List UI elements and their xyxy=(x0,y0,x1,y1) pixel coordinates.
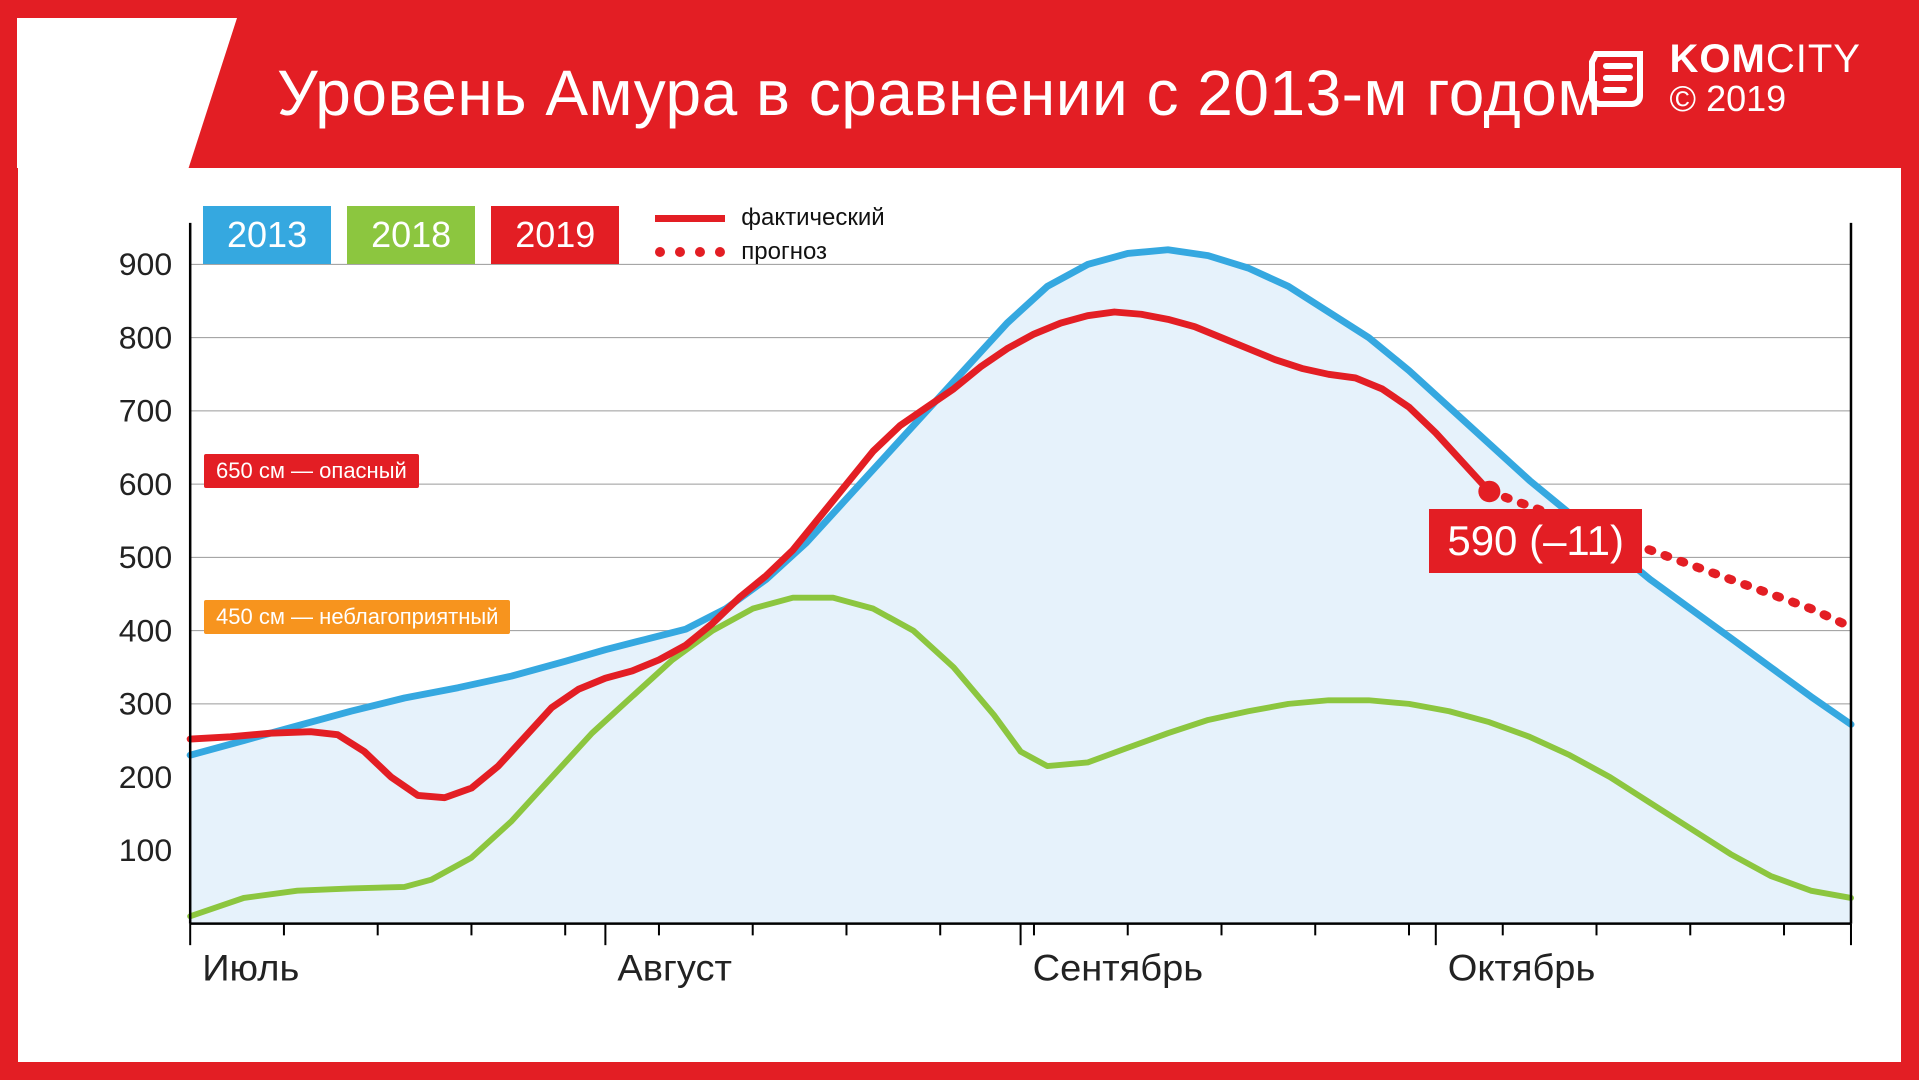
legend-line-types: фактический прогноз xyxy=(655,204,884,266)
brand-block: KOMCITY © 2019 xyxy=(1584,38,1861,118)
svg-text:500: 500 xyxy=(119,539,172,575)
threshold-adverse-badge: 450 см — неблагоприятный xyxy=(204,600,510,634)
svg-text:400: 400 xyxy=(119,613,172,649)
legend-swatch-solid xyxy=(655,215,725,222)
header-bar: Уровень Амура в сравнении с 2013-м годом… xyxy=(18,18,1901,168)
svg-text:200: 200 xyxy=(119,759,172,795)
svg-text:Сентябрь: Сентябрь xyxy=(1033,947,1203,989)
chart-title: Уровень Амура в сравнении с 2013-м годом xyxy=(277,56,1602,130)
svg-text:Июль: Июль xyxy=(202,947,299,989)
newspaper-icon xyxy=(1584,44,1652,112)
brand-name-thin: CITY xyxy=(1766,37,1861,81)
legend-swatch-dashed xyxy=(655,247,725,257)
brand-text: KOMCITY © 2019 xyxy=(1670,38,1861,118)
legend-chip-2019: 2019 xyxy=(491,206,619,264)
legend-chip-2018: 2018 xyxy=(347,206,475,264)
infographic-frame: Уровень Амура в сравнении с 2013-м годом… xyxy=(0,0,1919,1080)
svg-text:700: 700 xyxy=(119,393,172,429)
svg-text:900: 900 xyxy=(119,247,172,283)
legend: 2013 2018 2019 фактический прогноз xyxy=(203,204,885,266)
current-value-callout: 590 (–11) xyxy=(1429,509,1642,573)
svg-text:Октябрь: Октябрь xyxy=(1448,947,1595,989)
svg-text:800: 800 xyxy=(119,320,172,356)
svg-text:100: 100 xyxy=(119,832,172,868)
brand-name: KOMCITY xyxy=(1670,38,1861,80)
brand-name-bold: KOM xyxy=(1670,37,1766,81)
svg-text:Август: Август xyxy=(617,947,732,989)
chart-area: 2013 2018 2019 фактический прогноз 650 с… xyxy=(78,218,1861,1002)
threshold-danger-badge: 650 см — опасный xyxy=(204,454,419,488)
legend-label-actual: фактический xyxy=(741,204,884,232)
brand-year: © 2019 xyxy=(1670,80,1861,118)
header-notch xyxy=(17,18,237,168)
svg-text:600: 600 xyxy=(119,466,172,502)
legend-label-forecast: прогноз xyxy=(741,238,827,266)
legend-chip-2013: 2013 xyxy=(203,206,331,264)
svg-text:300: 300 xyxy=(119,686,172,722)
